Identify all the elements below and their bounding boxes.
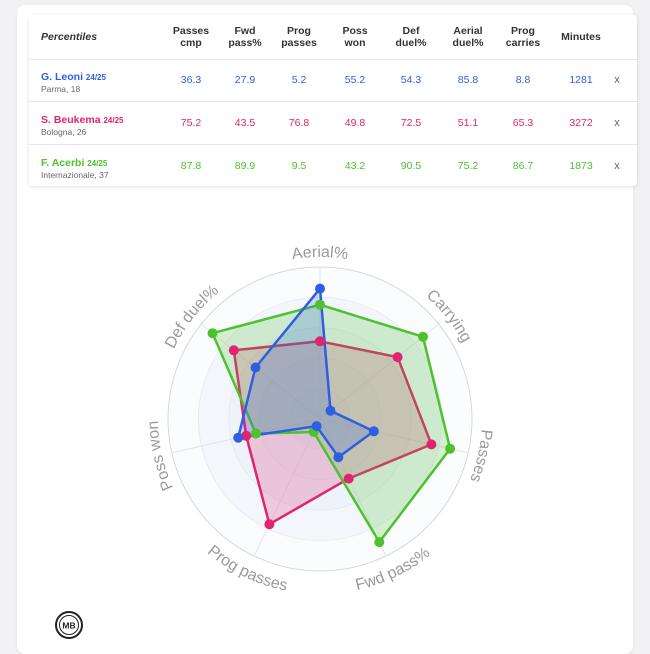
radar-point[interactable] <box>250 362 261 373</box>
remove-player-button[interactable]: x <box>614 74 620 86</box>
table-row: F. Acerbi 24/25 Internazionale, 37 87.8 89.… <box>29 145 637 186</box>
radar-point[interactable] <box>315 299 325 310</box>
header-prog-passes[interactable]: Prog passes <box>281 25 317 49</box>
table-header: Percentiles Passes cmp Fwd pass% Prog pa… <box>29 15 637 60</box>
radar-point[interactable] <box>325 405 336 416</box>
radar-point[interactable] <box>374 537 385 548</box>
player-season: 24/25 <box>103 116 124 125</box>
header-poss-won[interactable]: Poss won <box>342 25 368 49</box>
player-season: 24/25 <box>85 73 106 82</box>
table-cell: 49.8 <box>344 117 366 129</box>
radar-point[interactable] <box>333 452 344 463</box>
player-team: Bologna, 26 <box>41 127 87 137</box>
radar-spoke <box>253 418 321 557</box>
table-cell: 54.3 <box>400 74 422 86</box>
radar-point[interactable] <box>343 473 354 484</box>
player-season: 24/25 <box>87 159 108 168</box>
header-passes-cmp[interactable]: Passes cmp <box>172 25 210 49</box>
table-cell: 27.9 <box>234 74 256 86</box>
svg-text:MB: MB <box>62 621 75 631</box>
table-cell: 55.2 <box>344 74 366 86</box>
radar-spoke <box>319 418 469 454</box>
table-cell: 86.7 <box>512 160 534 172</box>
remove-player-button[interactable]: x <box>614 117 620 129</box>
player-name[interactable]: S. Beukema 24/25 <box>41 114 123 126</box>
radar-point[interactable] <box>315 283 325 294</box>
radar-axis-label: Aerial% <box>291 244 349 263</box>
radar-point[interactable] <box>207 328 218 339</box>
table-cell: 90.5 <box>400 160 422 172</box>
player-name[interactable]: G. Leoni 24/25 <box>41 71 106 83</box>
table-cell: 76.8 <box>288 117 310 129</box>
table-cell: 36.3 <box>180 74 202 86</box>
radar-point[interactable] <box>368 426 379 437</box>
header-prog-carries[interactable]: Prog carries <box>505 25 541 49</box>
table-cell: 75.2 <box>180 117 202 129</box>
table-cell: 43.2 <box>344 160 366 172</box>
radar-point[interactable] <box>264 519 275 530</box>
table-cell: 72.5 <box>400 117 422 129</box>
header-percentiles: Percentiles <box>41 31 98 43</box>
table-cell: 87.8 <box>180 160 202 172</box>
header-fwd-pass[interactable]: Fwd pass% <box>228 25 262 49</box>
radar-series-area <box>236 287 376 459</box>
table-row: S. Beukema 24/25 Bologna, 26 75.2 43.5 76.8 4… <box>29 102 637 145</box>
table-cell: 43.5 <box>234 117 256 129</box>
radar-point[interactable] <box>228 345 239 356</box>
remove-player-button[interactable]: x <box>614 160 620 172</box>
radar-spoke <box>200 323 321 420</box>
radar-point[interactable] <box>315 336 325 347</box>
radar-point[interactable] <box>426 439 437 450</box>
header-minutes[interactable]: Minutes <box>561 31 601 43</box>
radar-point[interactable] <box>311 421 322 432</box>
radar-point[interactable] <box>445 443 456 454</box>
table-cell: 1873 <box>569 160 593 172</box>
radar-point[interactable] <box>418 331 428 342</box>
radar-spoke <box>319 323 440 420</box>
radar-series-area <box>211 303 452 544</box>
percentiles-table: Percentiles Passes cmp Fwd pass% Prog pa… <box>29 15 637 186</box>
radar-series-area <box>232 340 433 526</box>
header-def-duel[interactable]: Def duel% <box>395 25 427 49</box>
table-cell: 51.1 <box>457 117 479 129</box>
radar-point[interactable] <box>241 430 252 441</box>
player-team: Internazionale, 37 <box>41 170 109 180</box>
radar-point[interactable] <box>251 428 261 439</box>
radar-point[interactable] <box>233 432 244 443</box>
table-cell: 89.9 <box>234 160 256 172</box>
table-cell: 65.3 <box>512 117 534 129</box>
comparison-card: Percentiles Passes cmp Fwd pass% Prog pa… <box>17 5 637 654</box>
player-name-text: S. Beukema <box>41 114 101 126</box>
logo-icon: MB <box>55 611 83 639</box>
player-name[interactable]: F. Acerbi 24/25 <box>41 157 107 169</box>
table-cell: 5.2 <box>291 74 307 86</box>
player-name-text: F. Acerbi <box>41 157 85 169</box>
table-row: G. Leoni 24/25 Parma, 18 36.3 27.9 5.2 55.2 54… <box>29 59 637 102</box>
radar-point[interactable] <box>392 352 403 363</box>
table-cell: 9.5 <box>291 160 307 172</box>
player-name-text: G. Leoni <box>41 71 83 83</box>
table-cell: 8.8 <box>515 74 531 86</box>
table-cell: 75.2 <box>457 160 479 172</box>
table-cell: 85.8 <box>457 74 479 86</box>
header-aerial-duel[interactable]: Aerial duel% <box>452 25 484 49</box>
table-cell: 1281 <box>569 74 593 86</box>
player-team: Parma, 18 <box>41 84 81 94</box>
table-cell: 3272 <box>569 117 593 129</box>
